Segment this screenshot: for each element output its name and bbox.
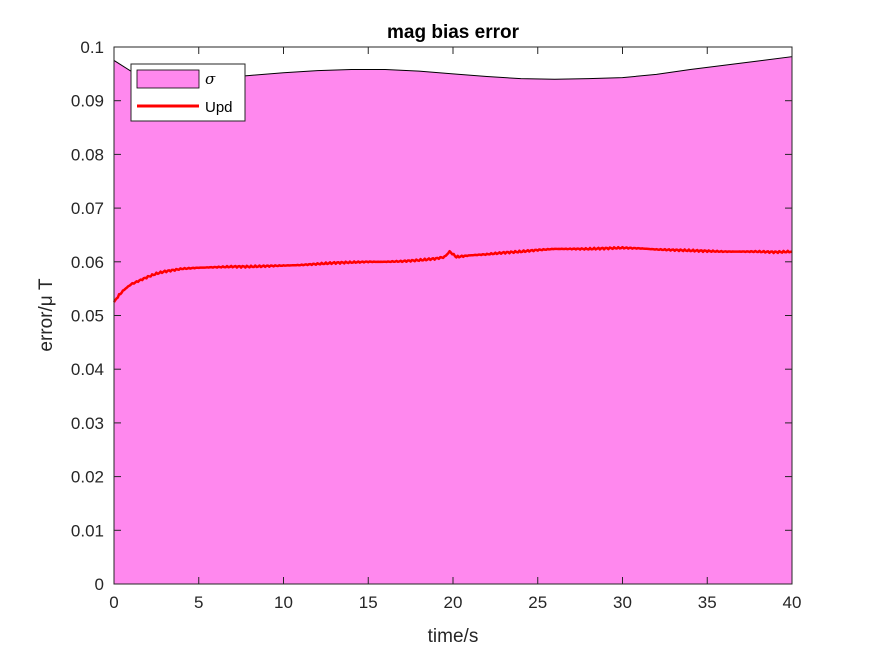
- x-tick-label: 0: [109, 593, 118, 612]
- x-axis-label: time/s: [428, 626, 479, 647]
- x-tick-label: 30: [613, 593, 632, 612]
- x-tick-label: 25: [528, 593, 547, 612]
- x-tick-label: 5: [194, 593, 203, 612]
- y-tick-label: 0: [95, 575, 104, 594]
- y-tick-label: 0.03: [71, 414, 104, 433]
- y-tick-label: 0.04: [71, 360, 104, 379]
- x-tick-label: 35: [698, 593, 717, 612]
- sigma-area: [113, 56, 793, 585]
- legend-label-sigma: σ: [205, 70, 216, 88]
- x-tick-label: 40: [783, 593, 802, 612]
- y-tick-label: 0.07: [71, 199, 104, 218]
- y-tick-label: 0.06: [71, 253, 104, 272]
- y-tick-label: 0.05: [71, 307, 104, 326]
- y-axis-label: error/μ T: [36, 278, 57, 352]
- y-tick-label: 0.09: [71, 92, 104, 111]
- legend-swatch-sigma: [136, 69, 200, 89]
- axis-ticks: 0 5 10 15 20 25 30 35 40 0 0.01 0.02 0.03 0.04 0.05 0.0…: [71, 38, 802, 612]
- chart-title: mag bias error: [387, 22, 520, 43]
- legend-label-upd: Upd: [205, 99, 233, 116]
- x-tick-label: 15: [359, 593, 378, 612]
- legend: σ Upd: [130, 63, 246, 122]
- x-tick-label: 10: [274, 593, 293, 612]
- upd-line: [112, 245, 793, 303]
- y-tick-label: 0.01: [71, 521, 104, 540]
- y-tick-label: 0.08: [71, 145, 104, 164]
- y-tick-label: 0.02: [71, 468, 104, 487]
- plot-area: [112, 56, 793, 585]
- x-tick-label: 20: [444, 593, 463, 612]
- y-tick-label: 0.1: [80, 38, 104, 57]
